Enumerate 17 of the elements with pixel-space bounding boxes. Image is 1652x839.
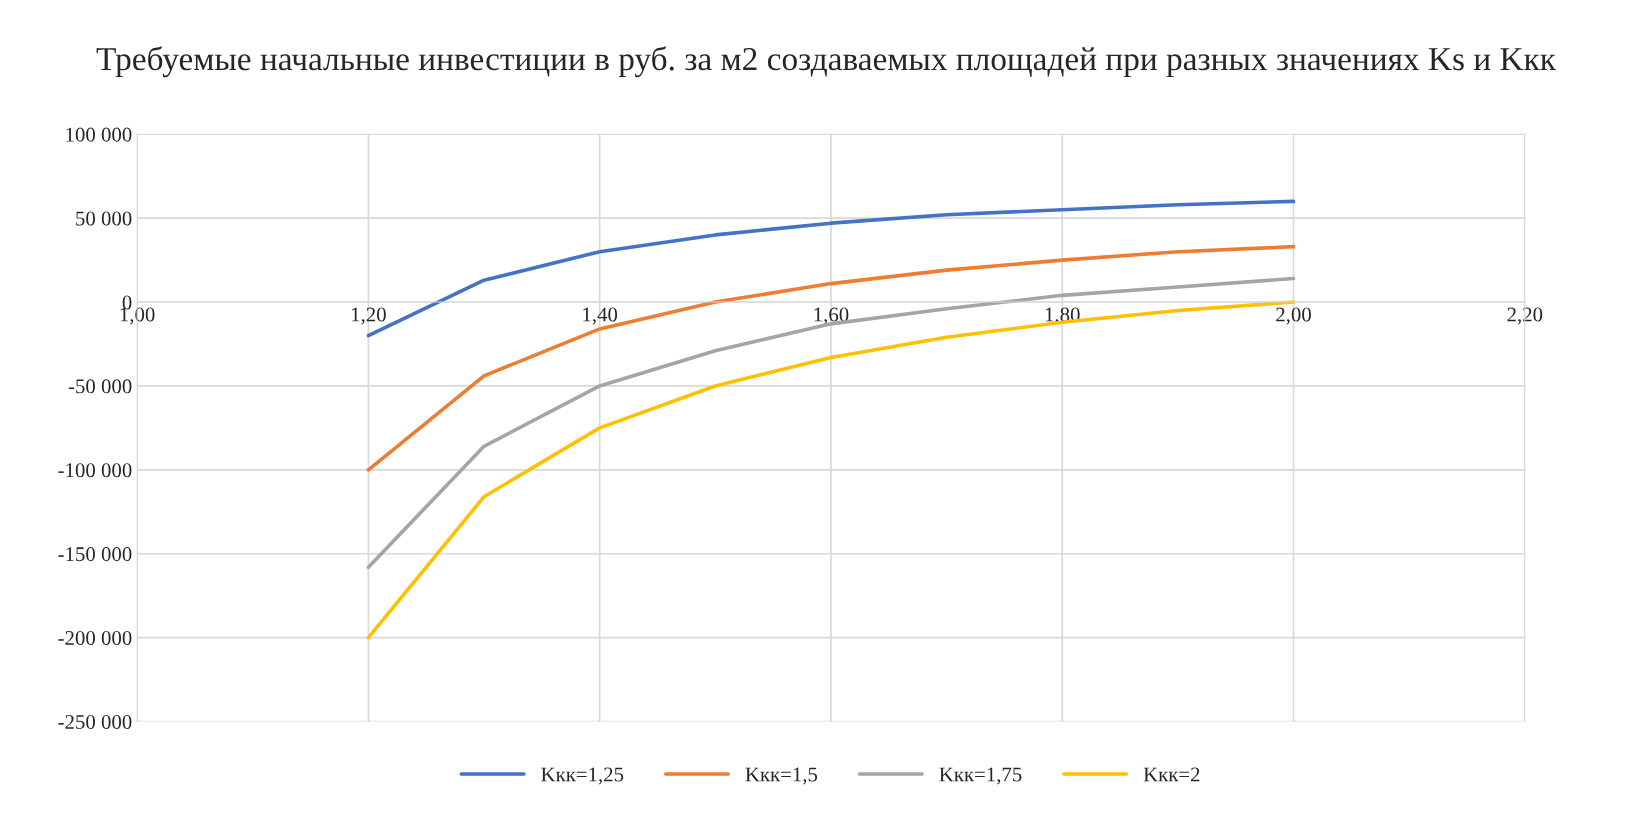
- y-tick-label: -150 000: [58, 547, 132, 562]
- y-tick-label: -200 000: [58, 631, 132, 646]
- x-tick-label: 2,20: [1507, 307, 1543, 325]
- legend-label: Kкк=1,5: [745, 767, 818, 785]
- chart-title: Требуемые начальные инвестиции в руб. за м2 создаваемых площадей при разных значениях Ks и Kкк: [96, 46, 1556, 78]
- y-tick-label: 50 000: [76, 211, 132, 226]
- x-tick-label: 1,40: [583, 307, 618, 325]
- y-tick-label: 100 000: [66, 127, 132, 142]
- legend-label: Kкк=2: [1143, 767, 1200, 782]
- x-tick-label: 2,00: [1276, 307, 1311, 325]
- y-tick-label: -50 000: [68, 379, 132, 394]
- x-tick-label: 1,20: [352, 307, 386, 325]
- y-tick-label: -250 000: [58, 714, 132, 729]
- x-tick-label: 1,60: [814, 307, 849, 325]
- y-tick-label: -100 000: [58, 463, 132, 478]
- legend-label: Kкк=1,75: [939, 767, 1022, 785]
- legend-label: Kкк=1,25: [541, 767, 624, 785]
